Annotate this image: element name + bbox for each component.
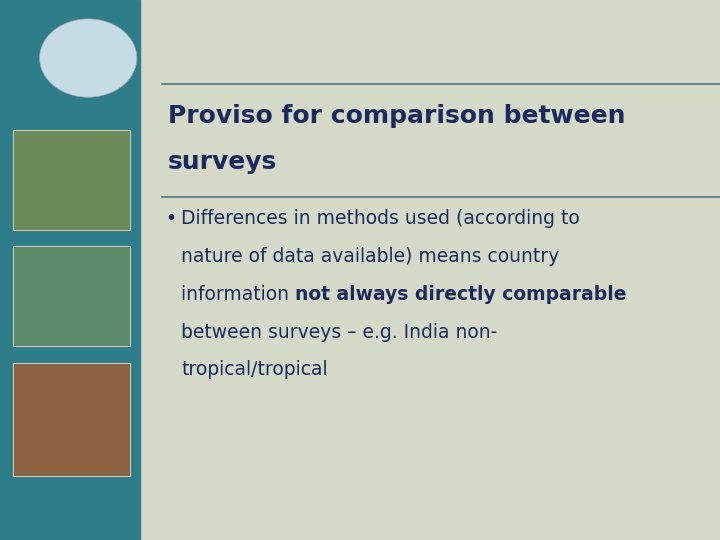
Text: Differences in methods used (according to: Differences in methods used (according t… [181,209,580,228]
Text: surveys: surveys [168,150,277,174]
Bar [13,246,130,346]
Text: information: information [181,285,295,304]
Text: between surveys – e.g. India non-: between surveys – e.g. India non- [181,322,498,342]
Text: •: • [166,209,176,228]
Bar [13,363,130,476]
Text: nature of data available) means country: nature of data available) means country [181,247,559,266]
Text: not always directly comparable: not always directly comparable [295,285,627,304]
Bar [0,0,140,540]
Ellipse shape [40,19,137,97]
Bar [13,130,130,230]
Text: Proviso for comparison between: Proviso for comparison between [168,104,625,128]
Text: tropical/tropical: tropical/tropical [181,360,328,380]
